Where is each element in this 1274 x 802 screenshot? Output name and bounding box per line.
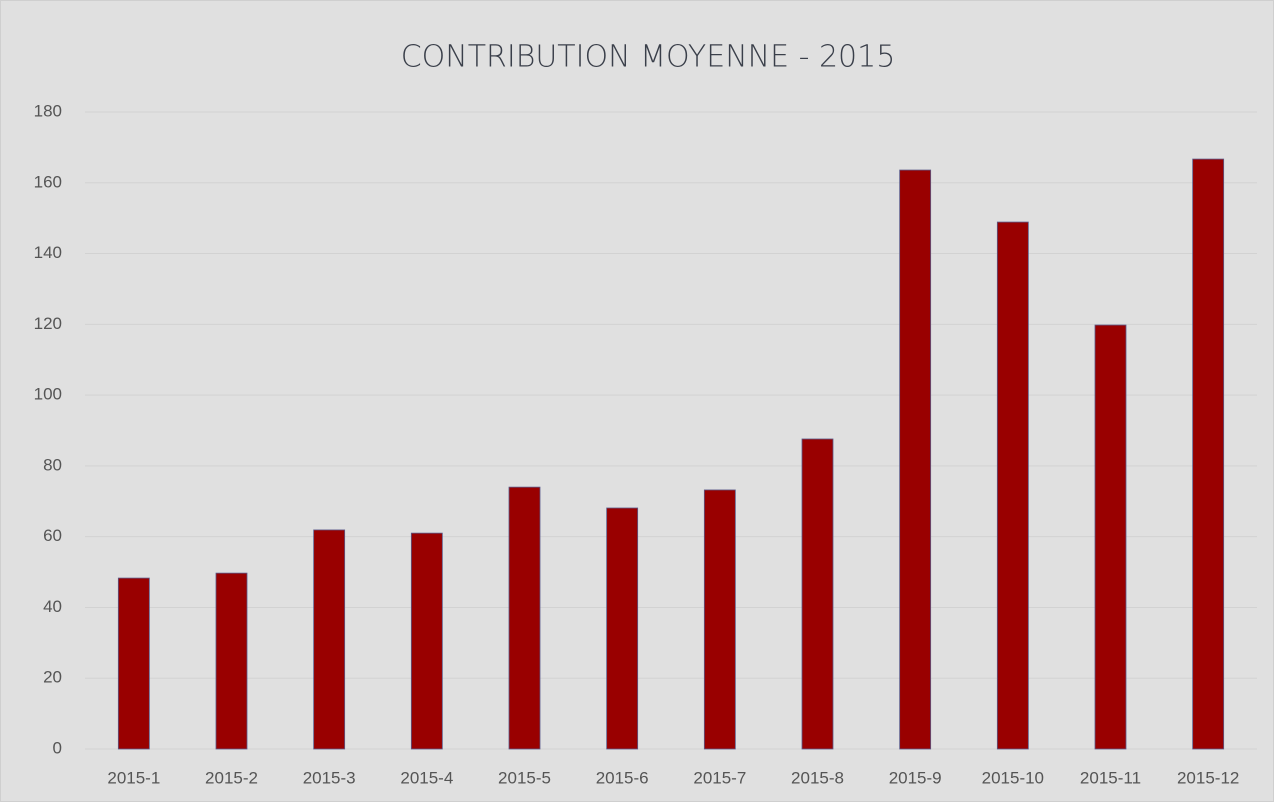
bar <box>1192 158 1225 750</box>
bar <box>410 532 443 750</box>
x-tick-label: 2015-2 <box>205 768 258 787</box>
bar <box>703 489 736 750</box>
x-tick-label: 2015-1 <box>107 768 160 787</box>
bar <box>996 221 1029 750</box>
x-tick-label: 2015-6 <box>596 768 649 787</box>
x-tick-label: 2015-9 <box>889 768 942 787</box>
y-tick-label: 120 <box>34 314 62 333</box>
y-tick-label: 80 <box>43 455 62 474</box>
bar <box>508 486 541 750</box>
y-tick-label: 0 <box>53 738 62 757</box>
x-tick-label: 2015-10 <box>982 768 1044 787</box>
bar <box>117 577 150 750</box>
bar <box>899 169 932 750</box>
x-tick-label: 2015-8 <box>791 768 844 787</box>
y-tick-label: 20 <box>43 668 62 687</box>
bar <box>313 529 346 750</box>
y-tick-label: 100 <box>34 385 62 404</box>
x-tick-label: 2015-7 <box>693 768 746 787</box>
y-tick-label: 180 <box>34 101 62 120</box>
y-tick-label: 40 <box>43 597 62 616</box>
x-tick-label: 2015-12 <box>1177 768 1239 787</box>
x-tick-label: 2015-5 <box>498 768 551 787</box>
bar <box>606 507 639 750</box>
bar <box>1094 324 1127 750</box>
x-tick-label: 2015-3 <box>303 768 356 787</box>
x-tick-label: 2015-4 <box>400 768 453 787</box>
x-tick-label: 2015-11 <box>1080 768 1141 787</box>
y-tick-label: 160 <box>34 172 62 191</box>
bar <box>215 572 248 750</box>
chart-title: CONTRIBUTION MOYENNE - 2015 <box>401 40 896 75</box>
y-tick-label: 60 <box>43 526 62 545</box>
bar <box>801 438 834 750</box>
y-tick-label: 140 <box>34 243 62 262</box>
